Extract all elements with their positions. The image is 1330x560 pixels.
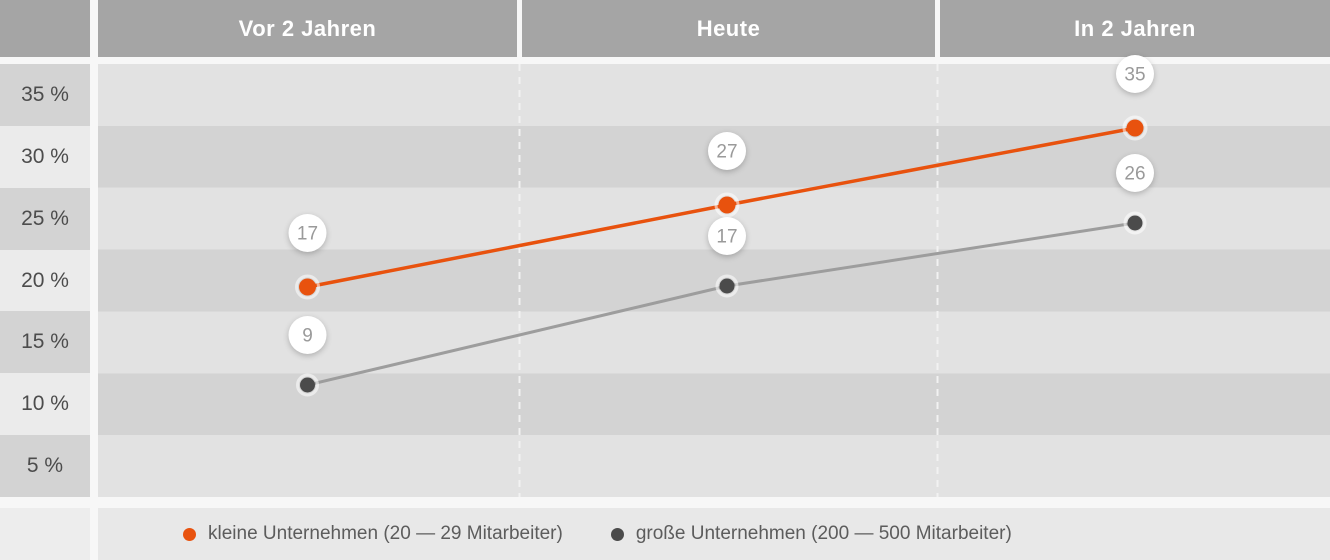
svg-text:26: 26 bbox=[1124, 164, 1145, 185]
header-corner bbox=[0, 0, 90, 57]
y-tick-25: 25 % bbox=[0, 188, 90, 250]
y-tick-30: 30 % bbox=[0, 126, 90, 188]
y-tick-20: 20 % bbox=[0, 250, 90, 312]
svg-text:9: 9 bbox=[302, 326, 313, 347]
column-header-in-2-jahren: In 2 Jahren bbox=[940, 0, 1330, 57]
svg-text:17: 17 bbox=[297, 224, 318, 245]
y-tick-10: 10 % bbox=[0, 373, 90, 435]
column-header-heute: Heute bbox=[522, 0, 935, 57]
svg-text:17: 17 bbox=[716, 227, 737, 248]
legend-item-kleine-unternehmen: kleine Unternehmen (20 — 29 Mitarbeiter) bbox=[183, 523, 563, 545]
legend-left-cell bbox=[0, 508, 90, 560]
legend: kleine Unternehmen (20 — 29 Mitarbeiter)… bbox=[98, 508, 1330, 560]
y-tick-15: 15 % bbox=[0, 311, 90, 373]
legend-bullet-dark-icon bbox=[610, 527, 624, 541]
column-header-vor-2-jahren: Vor 2 Jahren bbox=[98, 0, 517, 57]
legend-label-kleine: kleine Unternehmen (20 — 29 Mitarbeiter) bbox=[208, 523, 563, 544]
svg-text:27: 27 bbox=[716, 142, 737, 163]
y-tick-5: 5 % bbox=[0, 435, 90, 497]
legend-label-grosse: große Unternehmen (200 — 500 Mitarbeiter… bbox=[635, 523, 1012, 544]
y-tick-35: 35 % bbox=[0, 64, 90, 126]
legend-item-grosse-unternehmen: große Unternehmen (200 — 500 Mitarbeiter… bbox=[610, 523, 1012, 545]
svg-text:35: 35 bbox=[1124, 65, 1145, 86]
legend-bullet-orange-icon bbox=[183, 527, 196, 541]
